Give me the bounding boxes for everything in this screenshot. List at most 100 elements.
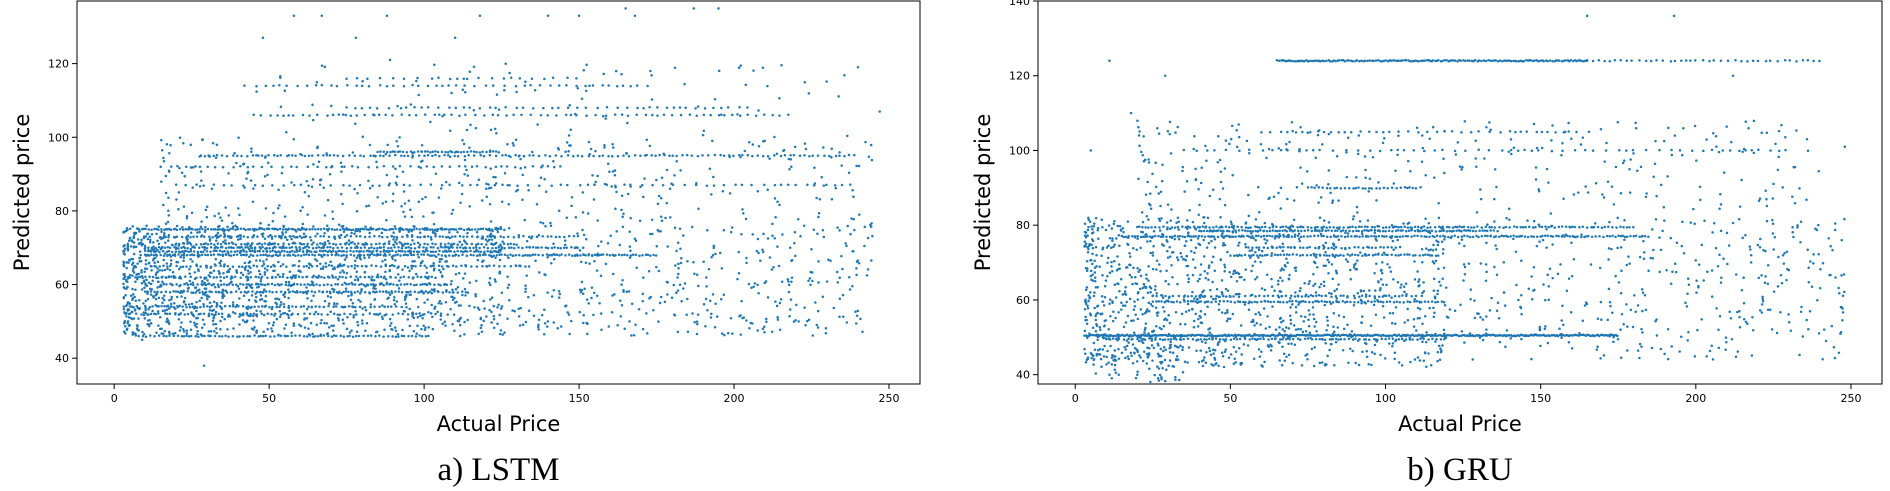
scatter-point (509, 155, 512, 159)
scatter-point (231, 265, 235, 268)
scatter-point (250, 249, 254, 253)
scatter-point (338, 264, 342, 268)
scatter-point (373, 312, 376, 316)
scatter-point (224, 246, 228, 250)
scatter-point (148, 334, 152, 337)
scatter-point (189, 248, 193, 251)
scatter-point (272, 211, 275, 215)
scatter-point (166, 245, 170, 249)
scatter-point (319, 321, 322, 325)
scatter-point (476, 306, 480, 310)
scatter-point (263, 267, 267, 270)
scatter-point (372, 287, 375, 290)
scatter-point (612, 146, 615, 149)
scatter-point (249, 253, 253, 257)
scatter-point (675, 291, 678, 295)
scatter-point (341, 318, 345, 321)
scatter-point (482, 319, 485, 323)
scatter-point (455, 246, 459, 249)
scatter-point (771, 113, 774, 117)
scatter-point (749, 321, 752, 325)
scatter-point (296, 84, 299, 88)
scatter-point (324, 262, 327, 265)
scatter-point (168, 312, 172, 315)
scatter-point (305, 84, 309, 87)
scatter-point (254, 299, 257, 302)
scatter-point (349, 312, 352, 316)
scatter-point (1330, 295, 1333, 298)
scatter-point (585, 63, 588, 66)
scatter-point (237, 207, 240, 210)
scatter-point (332, 153, 336, 157)
scatter-point (514, 138, 518, 142)
scatter-point (214, 257, 218, 261)
scatter-point (622, 290, 625, 294)
scatter-point (236, 249, 239, 253)
scatter-point (567, 134, 571, 137)
scatter-point (686, 259, 689, 263)
scatter-point (368, 253, 372, 257)
scatter-point (474, 292, 477, 296)
scatter-point (163, 268, 167, 272)
scatter-point (1112, 334, 1116, 338)
scatter-point (468, 205, 471, 208)
scatter-point (270, 327, 273, 330)
scatter-point (416, 324, 419, 328)
scatter-point (427, 334, 430, 338)
scatter-point (794, 254, 797, 258)
scatter-point (417, 200, 421, 203)
scatter-point (580, 289, 584, 292)
scatter-point (1262, 246, 1266, 249)
scatter-point (375, 275, 379, 279)
scatter-point (406, 228, 410, 231)
scatter-point (418, 231, 422, 234)
scatter-point (294, 276, 297, 280)
scatter-point (392, 231, 395, 234)
scatter-point (272, 321, 276, 324)
scatter-point (183, 283, 186, 286)
scatter-point (418, 312, 421, 315)
scatter-point (1557, 235, 1560, 238)
scatter-point (761, 327, 765, 331)
scatter-point (168, 246, 172, 250)
x-tick-label: 250 (879, 392, 900, 405)
scatter-point (402, 334, 406, 338)
scatter-point (143, 304, 147, 308)
scatter-point (205, 215, 209, 219)
scatter-point (548, 154, 552, 158)
scatter-point (309, 235, 312, 239)
scatter-point (195, 322, 199, 326)
scatter-point (434, 276, 437, 279)
scatter-point (251, 154, 255, 157)
scatter-point (245, 311, 249, 315)
scatter-point (215, 153, 219, 157)
scatter-point (257, 305, 260, 308)
scatter-point (320, 83, 324, 87)
scatter-point (371, 275, 374, 279)
scatter-point (622, 212, 625, 216)
scatter-point (213, 334, 217, 338)
scatter-point (487, 238, 491, 241)
scatter-point (412, 253, 415, 257)
scatter-point (489, 283, 492, 287)
scatter-point (335, 252, 338, 255)
scatter-point (185, 329, 189, 332)
scatter-point (497, 151, 501, 154)
scatter-point (212, 183, 216, 186)
scatter-point (498, 245, 501, 248)
scatter-point (353, 278, 357, 282)
scatter-point (180, 321, 183, 324)
scatter-point (185, 305, 188, 309)
scatter-point (404, 302, 408, 305)
scatter-point (239, 276, 242, 280)
scatter-point (231, 227, 235, 230)
scatter-point (438, 249, 441, 253)
scatter-point (323, 276, 326, 279)
scatter-point (394, 153, 397, 157)
scatter-point (670, 182, 673, 185)
scatter-point (757, 145, 761, 148)
scatter-point (181, 250, 184, 253)
scatter-point (320, 313, 323, 316)
scatter-point (530, 77, 534, 81)
scatter-point (394, 335, 398, 339)
